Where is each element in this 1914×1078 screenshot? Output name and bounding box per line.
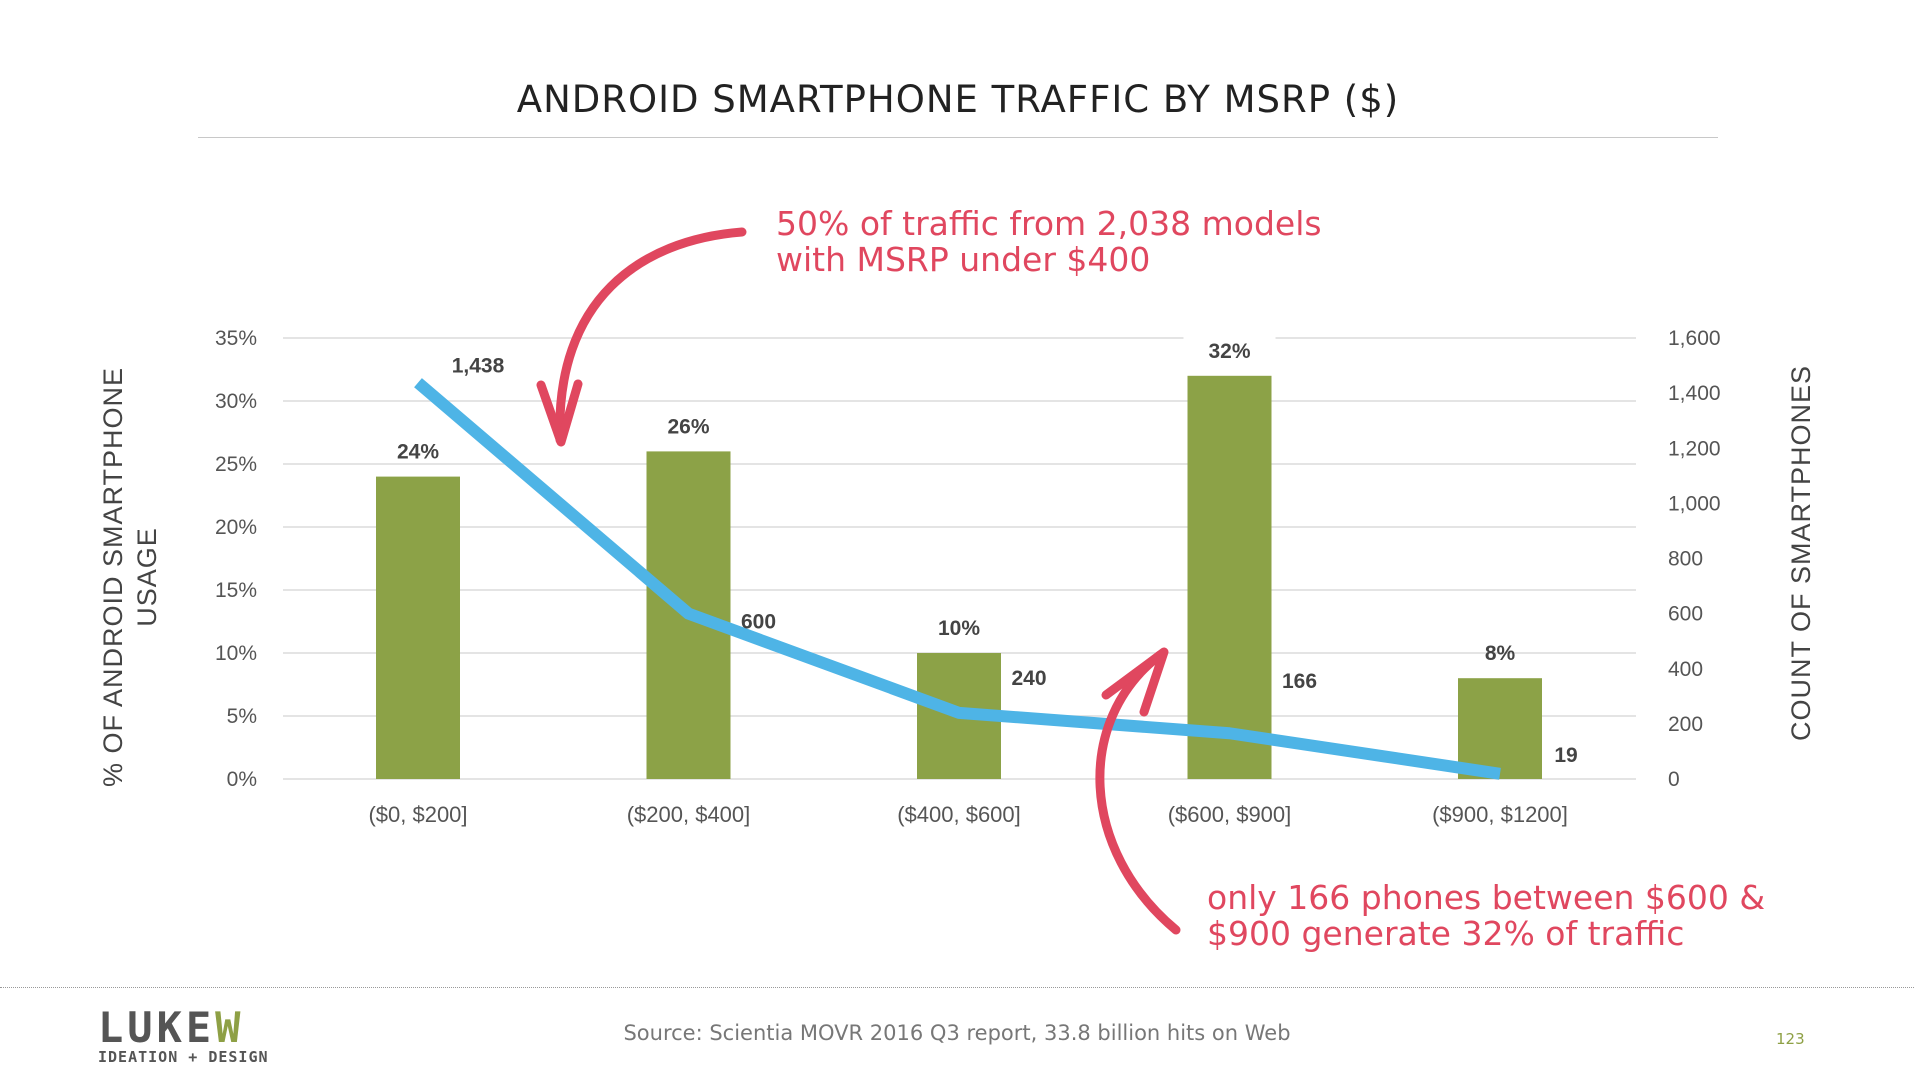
- footer-divider: [0, 987, 1914, 988]
- bar-value-label: 32%: [1208, 340, 1250, 363]
- logo-wordmark: LUKEW: [98, 1003, 245, 1052]
- y2-tick-label: 600: [1668, 603, 1703, 626]
- bar-value-label: 8%: [1485, 642, 1516, 665]
- bar: [376, 476, 460, 779]
- line-value-label: 1,438: [452, 355, 505, 378]
- callout-arrowhead-top: [536, 379, 583, 447]
- y-tick-label: 5%: [227, 705, 257, 728]
- x-tick-label: ($200, $400]: [627, 802, 751, 827]
- y2-tick-label: 1,200: [1668, 437, 1721, 460]
- y-tick-label: 10%: [215, 642, 257, 665]
- y-tick-label: 35%: [215, 327, 257, 350]
- title-divider: [198, 137, 1718, 138]
- series-line: [414, 378, 1501, 780]
- callout-bottom-line-1: only 166 phones between $600 &: [1207, 878, 1766, 917]
- label-mask: [1183, 332, 1276, 344]
- y-tick-label: 15%: [215, 579, 257, 602]
- y2-tick-label: 1,600: [1668, 327, 1721, 350]
- callout-top: 50% of traffic from 2,038 models with MS…: [776, 206, 1322, 278]
- y2-tick-label: 1,400: [1668, 382, 1721, 405]
- y-tick-label: 25%: [215, 453, 257, 476]
- source-note: Source: Scientia MOVR 2016 Q3 report, 33…: [623, 1021, 1291, 1045]
- y-tick-label: 0%: [227, 768, 257, 791]
- bar-value-label: 24%: [397, 441, 439, 464]
- x-tick-label: ($400, $600]: [897, 802, 1021, 827]
- y-tick-label: 30%: [215, 390, 257, 413]
- callout-top-line-1: 50% of traffic from 2,038 models: [776, 204, 1322, 243]
- callout-bottom-line-2: $900 generate 32% of traffic: [1207, 914, 1685, 953]
- y2-axis-title: COUNT OF SMARTPHONES: [1786, 365, 1816, 741]
- y2-tick-label: 400: [1668, 658, 1703, 681]
- y-tick-label: 20%: [215, 516, 257, 539]
- chart-title: ANDROID SMARTPHONE TRAFFIC BY MSRP ($): [516, 78, 1400, 121]
- bar: [1458, 678, 1542, 779]
- callout-bottom: only 166 phones between $600 & $900 gene…: [1207, 880, 1765, 952]
- y2-tick-label: 200: [1668, 713, 1703, 736]
- callout-arrow-bottom: [1095, 650, 1181, 935]
- line-value-label: 19: [1554, 744, 1577, 767]
- x-tick-label: ($600, $900]: [1168, 802, 1292, 827]
- bar: [1187, 375, 1272, 779]
- bar-value-label: 26%: [667, 415, 709, 438]
- line-value-label: 240: [1011, 667, 1046, 690]
- y2-tick-label: 800: [1668, 548, 1703, 571]
- company-logo: LUKEW IDEATION + DESIGN: [98, 1003, 288, 1067]
- x-tick-label: ($0, $200]: [368, 802, 467, 827]
- y2-tick-label: 0: [1668, 768, 1680, 791]
- logo-tagline: IDEATION + DESIGN: [98, 1048, 269, 1066]
- y-axis-title: % OF ANDROID SMARTPHONE USAGE: [98, 367, 162, 787]
- callout-top-line-2: with MSRP under $400: [776, 240, 1151, 279]
- line-value-label: 166: [1282, 670, 1317, 693]
- page-number: 123: [1776, 1030, 1805, 1048]
- callout-arrow-top: [555, 227, 747, 445]
- callout-arrowhead-bottom: [1101, 647, 1169, 717]
- y2-tick-label: 1,000: [1668, 492, 1721, 515]
- bar-value-label: 10%: [938, 617, 980, 640]
- line-value-label: 600: [741, 611, 776, 634]
- x-tick-label: ($900, $1200]: [1432, 802, 1568, 827]
